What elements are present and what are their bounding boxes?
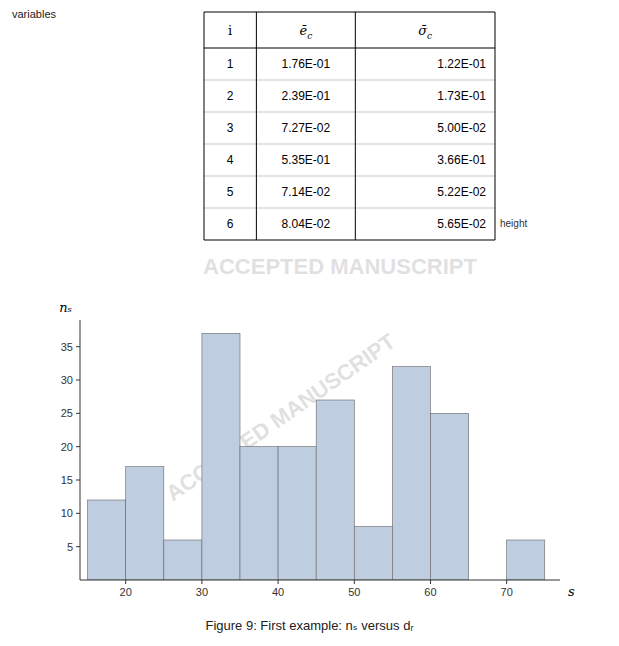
y-tick-label: 5: [67, 541, 73, 553]
histogram-bar: [316, 400, 354, 580]
x-tick: [278, 580, 279, 584]
row-separator: [204, 80, 495, 81]
table-cell: 1: [227, 57, 234, 71]
column-header: σ̄c: [418, 23, 432, 41]
y-tick: [76, 446, 80, 447]
histogram-bar: [278, 447, 316, 580]
y-tick-label: 15: [61, 474, 73, 486]
bars: [88, 333, 545, 580]
panel-label: variables: [12, 8, 57, 20]
x-tick: [125, 580, 126, 584]
table-cell: 5.35E-01: [281, 153, 330, 167]
histogram-bar: [392, 367, 430, 580]
histogram-bar: [354, 527, 392, 580]
y-tick-label: 25: [61, 407, 73, 419]
table-cell: 1.22E-01: [437, 57, 486, 71]
y-axis-line: [80, 320, 81, 580]
x-tick-label: 30: [196, 586, 208, 598]
table-cell: 1.76E-01: [281, 57, 330, 71]
row-note: height: [500, 218, 527, 229]
table-cell: 2: [227, 89, 234, 103]
row-separator: [204, 144, 495, 145]
column-header: ēc: [299, 23, 312, 41]
y-tick-label: 30: [61, 374, 73, 386]
histogram-bar: [507, 540, 545, 580]
y-tick: [76, 546, 80, 547]
histogram-bar: [240, 447, 278, 580]
histogram-bar: [202, 333, 240, 580]
x-tick: [354, 580, 355, 584]
x-tick-label: 20: [120, 586, 132, 598]
table-cell: 6: [227, 217, 234, 231]
table-border: [204, 12, 205, 240]
table-cell: 5.65E-02: [437, 217, 486, 231]
x-axis-label: s: [568, 584, 575, 599]
y-tick: [76, 380, 80, 381]
histogram-bar: [164, 540, 202, 580]
row-separator: [204, 176, 495, 177]
y-tick: [76, 480, 80, 481]
y-tick: [76, 346, 80, 347]
header-subscript: c: [307, 31, 312, 41]
figure-caption: Figure 9: First example: nₛ versus dᵣ: [205, 618, 413, 633]
column-header: i: [228, 23, 232, 38]
table-border: [204, 48, 495, 49]
table-panel: variables i ēc σ̄c 1 1.76E-01 1.22E-01 2 2.39E-0…: [12, 8, 527, 279]
table-cell: 8.04E-02: [281, 217, 330, 231]
y-tick: [76, 413, 80, 414]
histogram-bar: [430, 413, 468, 580]
x-tick: [506, 580, 507, 584]
table-border: [256, 12, 257, 240]
table-border: [204, 12, 495, 13]
x-tick-label: 70: [501, 586, 513, 598]
table-cell: 4: [227, 153, 234, 167]
table-border: [204, 240, 495, 241]
table-cell: 2.39E-01: [281, 89, 330, 103]
histogram-bar: [88, 500, 126, 580]
x-tick: [430, 580, 431, 584]
table-cell: 3: [227, 121, 234, 135]
histogram-bar: [126, 467, 164, 580]
table-border: [495, 12, 496, 240]
table-border: [355, 12, 356, 240]
table-cell: 7.14E-02: [281, 185, 330, 199]
watermark: ACCEPTED MANUSCRIPT: [203, 254, 477, 279]
histogram-panel: ACCEPTED MANUSCRIPT203040506070510152025…: [59, 300, 575, 633]
x-tick-label: 60: [424, 586, 436, 598]
x-tick-label: 50: [348, 586, 360, 598]
y-axis-label: nₛ: [59, 300, 72, 315]
row-separator: [204, 112, 495, 113]
table-cell: 5.22E-02: [437, 185, 486, 199]
figure: variables i ēc σ̄c 1 1.76E-01 1.22E-01 2 2.39E-0…: [0, 0, 619, 646]
row-separator: [204, 208, 495, 209]
table-cell: 3.66E-01: [437, 153, 486, 167]
table-cell: 7.27E-02: [281, 121, 330, 135]
x-tick: [201, 580, 202, 584]
header-subscript: c: [427, 31, 432, 41]
table-cell: 5: [227, 185, 234, 199]
y-tick-label: 20: [61, 441, 73, 453]
y-tick: [76, 513, 80, 514]
x-axis-line: [80, 580, 560, 581]
table-cell: 1.73E-01: [437, 89, 486, 103]
y-tick-label: 35: [61, 341, 73, 353]
y-tick-label: 10: [61, 507, 73, 519]
x-tick-label: 40: [272, 586, 284, 598]
table-cell: 5.00E-02: [437, 121, 486, 135]
